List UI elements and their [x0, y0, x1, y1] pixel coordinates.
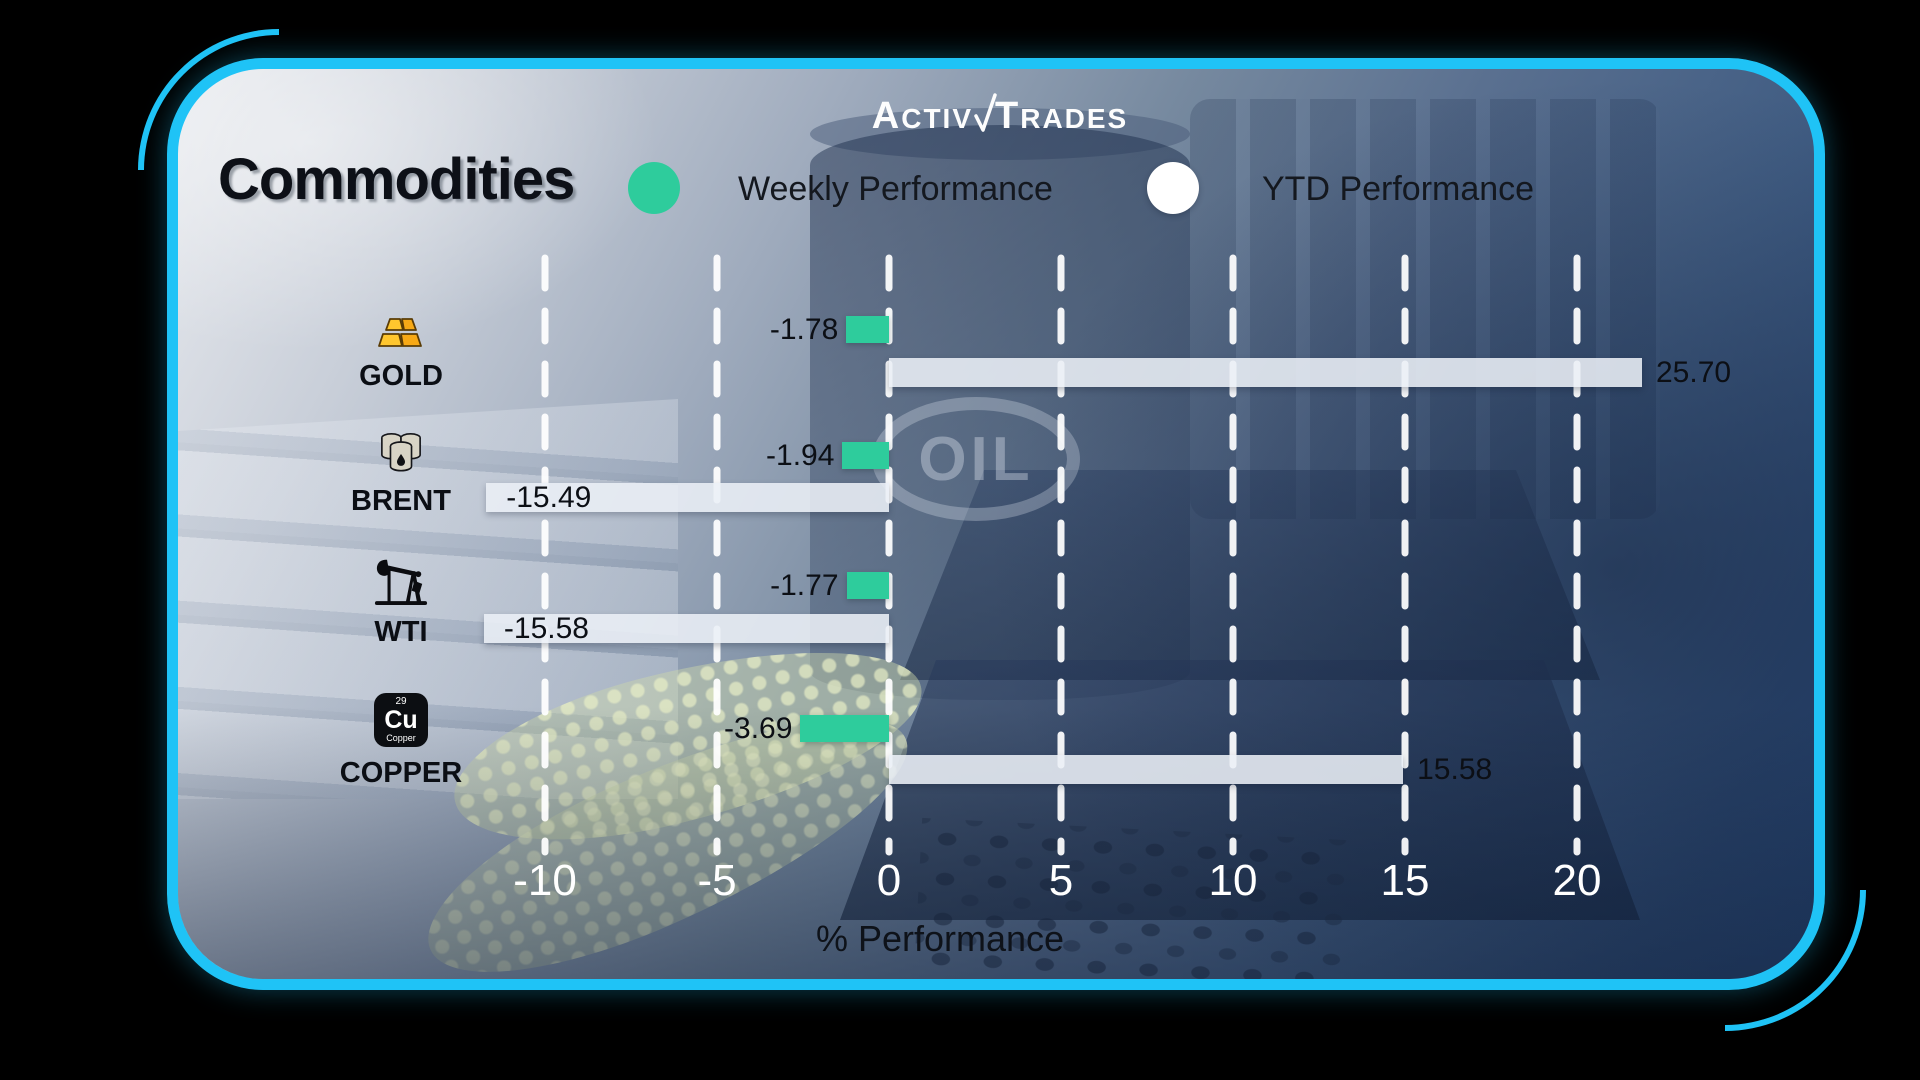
copper-element-icon: 29 Cu Copper [374, 693, 428, 747]
x-axis-title: % Performance [815, 918, 1065, 959]
pipes-photo [1190, 99, 1660, 519]
ytd-value-label: 25.70 [1656, 356, 1732, 389]
weekly-legend-dot [628, 162, 680, 214]
copper-atomic-number: 29 [395, 696, 407, 707]
x-tick-label: 15 [1380, 856, 1430, 905]
oil-pump-icon [361, 552, 441, 606]
ytd-value-label: 15.58 [1417, 753, 1493, 786]
x-tick-label: 5 [1048, 856, 1074, 905]
weekly-bar [846, 572, 889, 599]
oil-pump-icon [374, 559, 428, 606]
ytd-legend-dot [1147, 162, 1199, 214]
x-tick-label: -10 [513, 856, 577, 905]
weekly-bar [846, 316, 889, 343]
commodity-label: WTI [374, 616, 428, 648]
x-tick-label: -5 [697, 856, 737, 905]
x-tick-label: 20 [1552, 856, 1602, 905]
oil-barrels-icon [381, 433, 421, 472]
ytd-legend-label: YTD Performance [1262, 170, 1535, 208]
copper-name: Copper [386, 733, 416, 743]
logo-text: RADES [1020, 103, 1129, 134]
weekly-legend-label: Weekly Performance [738, 170, 1053, 208]
ytd-value-label: -15.58 [503, 612, 589, 645]
copper-element-icon: 29 Cu Copper [361, 693, 441, 747]
weekly-value-label: -3.69 [724, 712, 793, 745]
logo-check-icon [974, 93, 997, 132]
gold-bars-icon [361, 316, 441, 350]
logo-text: CTIV [901, 103, 973, 134]
x-tick-label: 10 [1208, 856, 1258, 905]
copper-symbol: Cu [384, 706, 418, 734]
activtrades-logo: ACTIV TRADES [790, 92, 1210, 138]
weekly-value-label: -1.94 [766, 439, 835, 472]
weekly-bar [842, 442, 889, 469]
logo-text: A [871, 95, 902, 137]
weekly-value-label: -1.77 [770, 569, 839, 602]
commodity-label: GOLD [359, 360, 443, 392]
logo-text: T [995, 95, 1021, 137]
weekly-value-label: -1.78 [769, 313, 839, 346]
commodities-card: OIL [167, 58, 1825, 990]
weekly-bar [800, 715, 889, 742]
commodity-label: COPPER [339, 757, 463, 789]
gold-bars-icon [378, 318, 422, 347]
ytd-value-label: -15.49 [506, 481, 592, 514]
oil-barrels-icon [361, 431, 441, 475]
commodity-label: BRENT [351, 485, 451, 517]
x-tick-label: 0 [876, 856, 902, 905]
page-title: Commodities [218, 147, 575, 212]
